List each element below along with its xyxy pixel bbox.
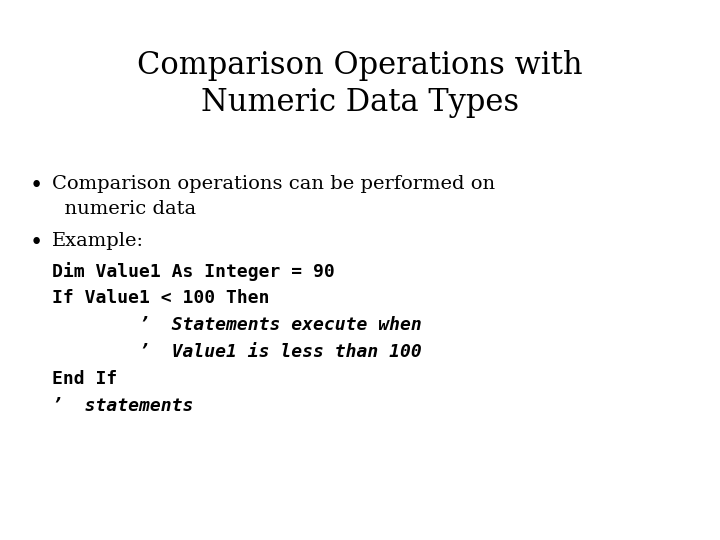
Text: •: • <box>30 175 43 197</box>
Text: ’  statements: ’ statements <box>52 397 194 415</box>
Text: Dim Value1 As Integer = 90: Dim Value1 As Integer = 90 <box>52 262 335 281</box>
Text: If Value1 < 100 Then: If Value1 < 100 Then <box>52 289 269 307</box>
Text: Comparison Operations with
Numeric Data Types: Comparison Operations with Numeric Data … <box>138 50 582 118</box>
Text: numeric data: numeric data <box>52 200 196 218</box>
Text: Example:: Example: <box>52 232 144 250</box>
Text: ’  Value1 is less than 100: ’ Value1 is less than 100 <box>52 343 422 361</box>
Text: ’  Statements execute when: ’ Statements execute when <box>52 316 422 334</box>
Text: Comparison operations can be performed on: Comparison operations can be performed o… <box>52 175 495 193</box>
Text: •: • <box>30 232 43 254</box>
Text: End If: End If <box>52 370 117 388</box>
